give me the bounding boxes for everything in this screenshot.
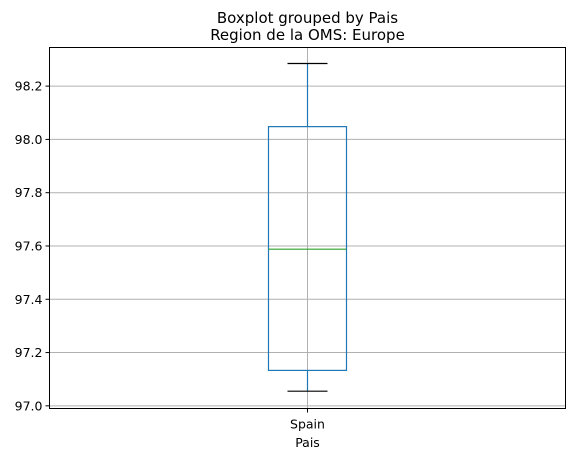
chart-title: Region de la OMS: Europe: [210, 26, 405, 44]
y-tick-label: 97.2: [15, 345, 43, 360]
y-tick-label: 97.6: [15, 238, 43, 253]
x-axis-ticks: Spain: [290, 408, 325, 432]
y-tick-label: 97.8: [15, 185, 43, 200]
y-tick-label: 98.0: [15, 132, 43, 147]
x-tick-label: Spain: [290, 417, 325, 432]
box-plot-area: [267, 62, 348, 392]
x-axis-label: Pais: [295, 435, 320, 450]
grid-lines: [49, 47, 566, 409]
y-tick-label: 97.0: [15, 398, 43, 413]
y-axis-ticks: 97.0 97.2 97.4 97.6 97.8 98.0 98.2: [15, 79, 50, 413]
iqr-box: [267, 126, 348, 372]
y-tick-label: 97.4: [15, 292, 43, 307]
y-tick-label: 98.2: [15, 79, 43, 94]
chart-suptitle: Boxplot grouped by Pais: [217, 9, 398, 27]
